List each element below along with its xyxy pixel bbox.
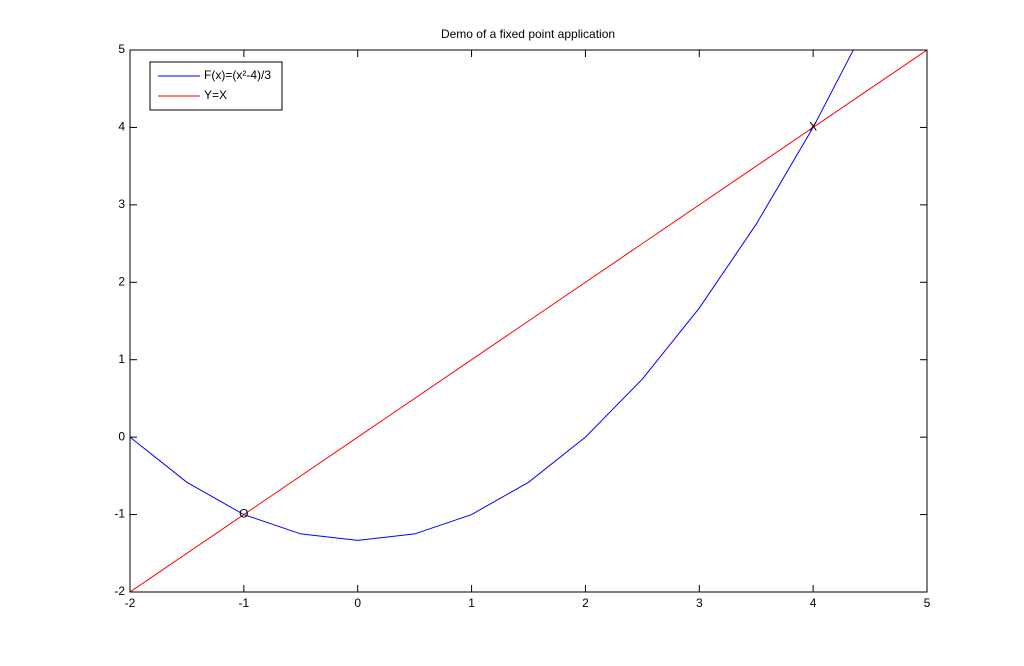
y-tick-label: -1 (114, 507, 125, 521)
x-tick-label: 5 (924, 596, 931, 610)
x-tick-label: 2 (582, 596, 589, 610)
plot-lines (130, 50, 927, 592)
x-tick-label: 1 (468, 596, 475, 610)
y-tick-label: -2 (114, 584, 125, 598)
x-tick-label: -1 (239, 596, 250, 610)
x-tick-label: 3 (696, 596, 703, 610)
x-tick-label: -2 (125, 596, 136, 610)
y-tick-label: 3 (118, 197, 125, 211)
legend-label: Y=X (204, 88, 227, 102)
series-line (130, 50, 854, 541)
annotation: O (239, 507, 248, 521)
legend-box (149, 61, 283, 111)
x-tick-label: 0 (354, 596, 361, 610)
y-tick-label: 2 (118, 274, 125, 288)
y-tick-label: 5 (118, 42, 125, 56)
legend-label: F(x)=(x²-4)/3 (204, 68, 271, 82)
y-tick-label: 1 (118, 352, 125, 366)
annotation: X (809, 120, 817, 134)
y-tick-label: 0 (118, 429, 125, 443)
chart-title: Demo of a fixed point application (441, 27, 615, 41)
x-tick-label: 4 (810, 596, 817, 610)
series-line (130, 50, 927, 592)
y-tick-label: 4 (118, 120, 125, 134)
